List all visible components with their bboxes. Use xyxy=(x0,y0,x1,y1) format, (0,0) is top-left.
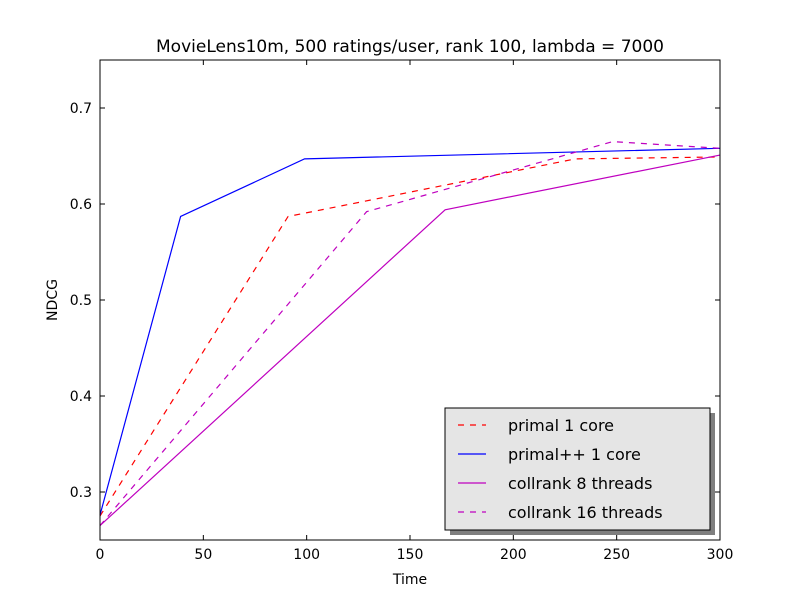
x-tick-label: 100 xyxy=(293,547,320,563)
x-axis-label: Time xyxy=(392,572,427,588)
y-tick-label: 0.7 xyxy=(70,101,92,117)
series-layer xyxy=(99,140,721,527)
y-axis-label: NDCG xyxy=(45,279,61,321)
series-line-1 xyxy=(99,156,721,517)
legend-label-4: collrank 16 threads xyxy=(508,503,663,522)
y-tick-label: 0.3 xyxy=(70,485,92,501)
series-line-2 xyxy=(99,147,721,516)
x-tick-label: 50 xyxy=(194,547,212,563)
x-tick-label: 250 xyxy=(603,547,630,563)
legend-label-2: primal++ 1 core xyxy=(508,445,641,464)
legend-label-3: collrank 8 threads xyxy=(508,474,652,493)
legend-box xyxy=(444,407,711,531)
ticks-layer: 0 50 100 150 200 250 300 0.3 0.4 0.5 0.6 0.7 xyxy=(70,60,734,563)
legend-label-1: primal 1 core xyxy=(508,416,614,435)
series-line-3 xyxy=(99,154,721,527)
x-tick-label: 0 xyxy=(96,547,105,563)
legend: primal 1 core primal++ 1 core collrank 8 t… xyxy=(444,407,715,535)
y-tick-label: 0.6 xyxy=(70,197,92,213)
x-tick-label: 200 xyxy=(500,547,527,563)
y-tick-label: 0.4 xyxy=(70,389,92,405)
legend-items: primal 1 core primal++ 1 core collrank 8 t… xyxy=(458,416,663,522)
y-tick-label: 0.5 xyxy=(70,293,92,309)
x-tick-label: 150 xyxy=(397,547,424,563)
chart-title: MovieLens10m, 500 ratings/user, rank 100… xyxy=(156,37,664,57)
x-tick-label: 300 xyxy=(707,547,734,563)
